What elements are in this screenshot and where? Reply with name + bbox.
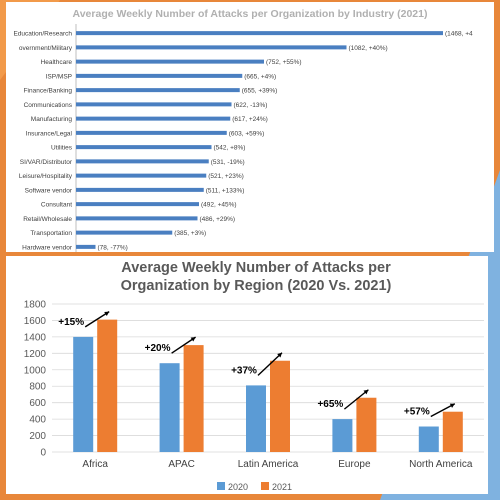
- region-chart-panel: Average Weekly Number of Attacks per Org…: [6, 256, 488, 494]
- industry-data-label: (1082, +40%): [349, 45, 388, 52]
- industry-chart: Average Weekly Number of Attacks per Org…: [13, 8, 473, 252]
- region-category-label: APAC: [168, 459, 195, 470]
- growth-arrow: [430, 403, 456, 418]
- region-y-tick-label: 400: [29, 415, 46, 426]
- region-chart-title-line-2: Organization by Region (2020 Vs. 2021): [121, 278, 392, 294]
- industry-category-label: Utilities: [51, 145, 73, 152]
- industry-data-label: (78, -77%): [98, 244, 128, 251]
- industry-data-label: (655, +39%): [242, 88, 278, 95]
- industry-data-label: (622, -13%): [234, 102, 268, 109]
- industry-chart-title: Average Weekly Number of Attacks per Org…: [73, 8, 428, 20]
- industry-bar: [76, 59, 264, 64]
- region-category-label: Latin America: [238, 459, 299, 470]
- growth-arrow: [343, 389, 369, 410]
- industry-bar: [76, 102, 232, 107]
- industry-category-label: ISP/MSP: [46, 73, 72, 80]
- industry-bar: [76, 45, 347, 50]
- industry-bar: [76, 173, 207, 178]
- region-y-tick-label: 1200: [24, 349, 47, 360]
- industry-bar: [76, 230, 173, 235]
- legend-swatch-2021: [261, 482, 269, 490]
- industry-category-label: Education/Research: [13, 31, 72, 38]
- industry-category-label: Communications: [24, 102, 73, 109]
- growth-arrow-head: [363, 389, 369, 395]
- industry-bar: [76, 130, 227, 135]
- industry-data-label: (486, +29%): [200, 216, 236, 223]
- industry-bar: [76, 216, 198, 221]
- industry-category-label: Transportation: [30, 230, 72, 237]
- growth-arrow: [84, 311, 110, 328]
- region-bar-2021: [442, 411, 463, 452]
- region-bar-2021: [97, 319, 118, 452]
- growth-arrow: [257, 352, 283, 376]
- growth-arrow-head: [190, 337, 196, 342]
- region-bar-2021: [356, 397, 377, 452]
- industry-bar: [76, 159, 209, 164]
- industry-category-label: Hardware vendor: [22, 244, 73, 251]
- industry-category-label: Insurance/Legal: [26, 130, 73, 137]
- industry-chart-panel: Average Weekly Number of Attacks per Org…: [6, 2, 494, 252]
- region-y-tick-label: 200: [29, 431, 46, 442]
- region-bar-2021: [183, 345, 204, 452]
- growth-label: +37%: [231, 365, 257, 376]
- industry-bar: [76, 202, 199, 207]
- industry-data-label: (1468, +4: [445, 31, 473, 38]
- industry-data-label: (385, +3%): [174, 230, 206, 237]
- legend-label-2020: 2020: [228, 482, 248, 492]
- region-chart: Average Weekly Number of Attacks per Org…: [24, 260, 484, 492]
- region-y-tick-label: 1800: [24, 300, 47, 311]
- region-bar-2020: [246, 385, 266, 452]
- region-bar-2021: [270, 360, 290, 452]
- industry-bar: [76, 73, 243, 78]
- region-y-tick-label: 800: [29, 382, 46, 393]
- region-y-tick-label: 1000: [24, 365, 47, 376]
- region-category-label: Europe: [338, 459, 371, 470]
- industry-bar: [76, 187, 204, 192]
- industry-category-label: Manufacturing: [31, 116, 73, 123]
- industry-bar: [76, 31, 443, 36]
- region-bar-2020: [418, 426, 439, 452]
- industry-category-label: Retail/Wholesale: [23, 216, 72, 223]
- region-bar-2020: [332, 419, 353, 452]
- region-y-tick-label: 1600: [24, 316, 47, 327]
- legend-swatch-2020: [217, 482, 225, 490]
- growth-arrow-head: [277, 352, 282, 358]
- growth-label: +57%: [404, 407, 430, 418]
- industry-data-label: (531, -19%): [211, 159, 245, 166]
- industry-data-label: (511, +133%): [206, 187, 245, 194]
- industry-bar: [76, 244, 96, 249]
- industry-data-label: (603, +59%): [229, 130, 265, 137]
- region-category-label: Africa: [82, 459, 108, 470]
- industry-category-label: Consultant: [41, 202, 72, 209]
- industry-category-label: Healthcare: [41, 59, 73, 66]
- region-y-tick-label: 0: [40, 448, 46, 459]
- industry-data-label: (521, +23%): [208, 173, 244, 180]
- industry-bar: [76, 88, 240, 93]
- growth-label: +65%: [317, 399, 343, 410]
- industry-category-label: overnment/Military: [19, 45, 73, 52]
- region-y-tick-label: 600: [29, 398, 46, 409]
- industry-bar: [76, 116, 231, 121]
- industry-category-label: Finance/Banking: [24, 88, 73, 95]
- industry-data-label: (542, +8%): [214, 145, 246, 152]
- industry-data-label: (492, +45%): [201, 202, 237, 209]
- legend-label-2021: 2021: [272, 482, 292, 492]
- industry-data-label: (617, +24%): [232, 116, 268, 123]
- growth-label: +20%: [145, 343, 171, 354]
- industry-bar: [76, 145, 212, 150]
- region-y-tick-label: 1400: [24, 332, 47, 343]
- industry-data-label: (665, +4%): [244, 73, 276, 80]
- region-category-label: North America: [409, 459, 473, 470]
- industry-category-label: Software vendor: [25, 187, 73, 194]
- industry-category-label: SI/VAR/Distributor: [20, 159, 73, 166]
- region-bar-2020: [159, 363, 180, 452]
- growth-arrow-head: [449, 403, 455, 408]
- industry-data-label: (752, +55%): [266, 59, 302, 66]
- region-chart-title-line-1: Average Weekly Number of Attacks per: [121, 260, 391, 276]
- growth-label: +15%: [58, 317, 84, 328]
- region-bar-2020: [73, 336, 94, 452]
- growth-arrow: [171, 336, 196, 354]
- growth-arrow-head: [104, 311, 110, 316]
- industry-category-label: Leisure/Hospitality: [19, 173, 73, 180]
